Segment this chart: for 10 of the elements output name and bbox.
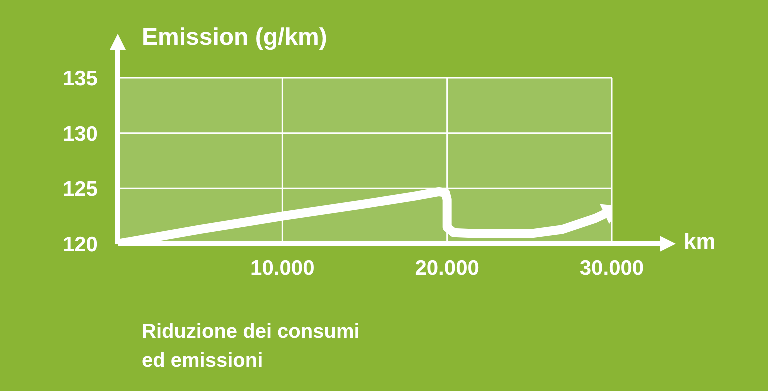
y-tick-label: 125 [62, 178, 98, 202]
x-tick-label: 20.000 [415, 256, 480, 280]
y-axis-title: Emission (g/km) [142, 24, 328, 52]
y-tick-label: 120 [62, 233, 98, 256]
x-tick-label: 30.000 [580, 256, 644, 280]
y-tick-label: 130 [62, 122, 98, 146]
text: Riduzione dei consumi ed emissioni [142, 320, 360, 374]
x-tick-label: 10.000 [250, 256, 315, 280]
x-axis-title: km [684, 229, 716, 255]
y-tick-label: 135 [62, 67, 98, 90]
